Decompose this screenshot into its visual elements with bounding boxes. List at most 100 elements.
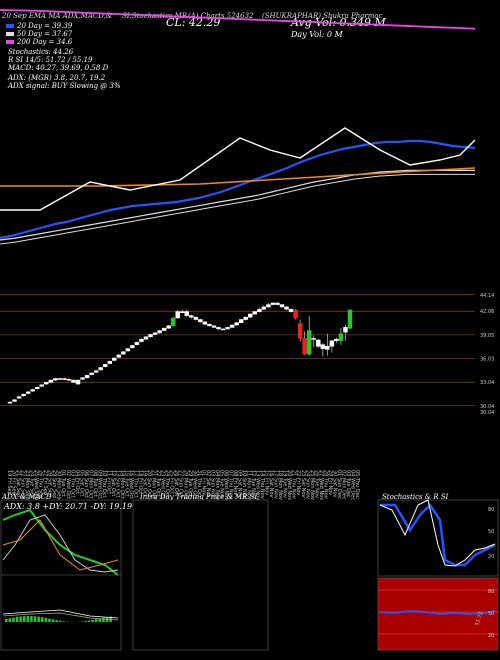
adx-panel-title: ADX & MACD: [2, 493, 52, 501]
stoch-d-line: [379, 499, 496, 567]
candle-body: [148, 334, 153, 338]
candle-body: [16, 396, 22, 399]
stoch-tick: 50: [488, 529, 494, 535]
candle-body: [157, 330, 162, 334]
x-tick-label: 18 Mon Nov: [277, 470, 283, 500]
candle-body: [284, 306, 289, 310]
macd-bar: [37, 616, 40, 622]
x-tick-label: 11 Mon Nov: [246, 470, 252, 500]
macd-bar: [19, 616, 22, 622]
candle-body: [238, 319, 244, 323]
candle-body: [62, 378, 67, 380]
ma20-swatch: [6, 24, 14, 28]
adx-panel-readout: ADX: 3.8 +DY: 20.71 -DY: 19.19: [3, 502, 132, 511]
candle-body: [143, 336, 149, 340]
x-tick-label: 01 Fri Nov: [200, 470, 206, 495]
candle-body: [338, 333, 344, 342]
adx-line: [2, 519, 119, 571]
candle-body: [302, 338, 307, 355]
x-tick-label: 14 Thu Nov: [259, 470, 265, 499]
rsi-tick: 80: [488, 589, 494, 595]
x-tick-label: 10 Sun Nov: [241, 470, 247, 499]
candle-body: [306, 330, 312, 355]
ma200-line: [0, 9, 476, 30]
x-tick-label: 28 Thu Nov: [322, 470, 328, 499]
candle-body: [44, 382, 49, 385]
candle-body: [320, 344, 326, 349]
x-tick-label: 26 Tue Nov: [313, 470, 319, 498]
price-level-label: 39.05: [480, 333, 494, 339]
x-tick-label: 23 Sat Nov: [300, 470, 306, 498]
stochastics-readout: Stochastics: 44.26: [8, 48, 74, 56]
candle-body: [66, 379, 72, 381]
macd-bar: [98, 618, 102, 622]
x-tick-label: 13 Wed Nov: [255, 470, 261, 500]
day-volume: Day Vol: 0 M: [291, 30, 343, 39]
macd-bar: [44, 617, 48, 622]
candle-body: [266, 304, 271, 308]
x-tick-label: 03 Thu Oct: [69, 470, 75, 498]
adx-minusdy-line: [2, 514, 119, 573]
x-tick-label: 18 Fri Oct: [137, 470, 143, 494]
candle-body: [53, 378, 58, 381]
x-tick-label: 29 Tue Oct: [187, 470, 193, 497]
x-tick-label: 11 Fri Oct: [105, 470, 111, 494]
macd-bar: [26, 616, 30, 622]
x-tick-label: 19 Fri Sep: [6, 470, 12, 495]
rsi-tick: 20: [488, 633, 494, 639]
x-tick-label: 02 Sat Nov: [205, 470, 211, 498]
x-tick-label: 12 Tue Nov: [250, 470, 256, 498]
candle-body: [270, 302, 276, 305]
x-tick-label: 09 Wed Oct: [96, 470, 102, 499]
ma20-legend: 20 Day = 39.39: [6, 22, 72, 30]
price-level-label: 30.04: [480, 410, 494, 416]
x-tick-label: 09 Sat Nov: [236, 470, 242, 498]
candle-body: [234, 322, 239, 326]
candle-body: [21, 394, 26, 397]
intraday-panel-frame: [132, 499, 269, 651]
x-tick-label: 27 Fri Sep: [42, 470, 48, 495]
candle-body: [166, 325, 171, 329]
candle-body: [297, 323, 303, 339]
x-tick-label: 14 Mon Oct: [119, 470, 125, 499]
intraday-panel-title: Intra Day Trading Price & MR SI: [140, 493, 258, 501]
macd-bar: [12, 617, 15, 622]
x-tick-label: 17 Thu Oct: [133, 470, 139, 498]
candle-body: [180, 311, 185, 313]
x-tick-label: 28 Mon Oct: [182, 470, 188, 499]
x-tick-label: 19 Sat Oct: [142, 470, 148, 496]
candle-body: [112, 357, 117, 361]
x-tick-label: 20 Fri Sep: [11, 470, 17, 495]
close-price: CL: 42.29: [166, 16, 221, 29]
x-tick-label: 25 Wed Sep: [33, 470, 39, 500]
rsi-value: 51.72: [474, 611, 485, 627]
candle-body: [152, 332, 158, 335]
header-charts-label: (A) Charts 524632: [188, 12, 254, 20]
candle-body: [334, 338, 339, 342]
x-tick-label: 04 Wed Dec: [349, 470, 355, 500]
candle-body: [175, 311, 180, 319]
candle-body: [293, 309, 298, 319]
header-symbol: (SHUKRAPHAR) Shukra Pharmac: [262, 12, 383, 20]
candle-body: [75, 379, 81, 385]
x-tick-label: 23 Wed Oct: [160, 470, 166, 499]
x-tick-label: 26 Thu Sep: [38, 470, 44, 498]
x-tick-label: 05 Thu Dec: [354, 470, 360, 499]
candle-body: [343, 327, 348, 333]
candle-body: [121, 351, 126, 355]
x-tick-label: 25 Mon Nov: [309, 470, 315, 500]
header-left: 20 Sep EMA MA ADX,MACD,&: [2, 12, 113, 20]
x-tick-label: 20 Sun Oct: [146, 470, 152, 498]
candle-body: [139, 338, 144, 342]
macd-bar: [48, 618, 51, 622]
candle-body: [116, 354, 122, 358]
candle-body: [193, 316, 199, 320]
x-tick-label: 06 Sun Oct: [83, 470, 89, 498]
ma200-legend: 200 Day = 34.6: [6, 38, 72, 46]
x-tick-label: 22 Fri Nov: [295, 470, 301, 495]
macd-bar: [105, 617, 109, 622]
x-tick-label: 25 Fri Oct: [169, 470, 175, 494]
x-tick-label: 12 Sat Oct: [110, 470, 116, 496]
macd-bar: [33, 616, 37, 622]
